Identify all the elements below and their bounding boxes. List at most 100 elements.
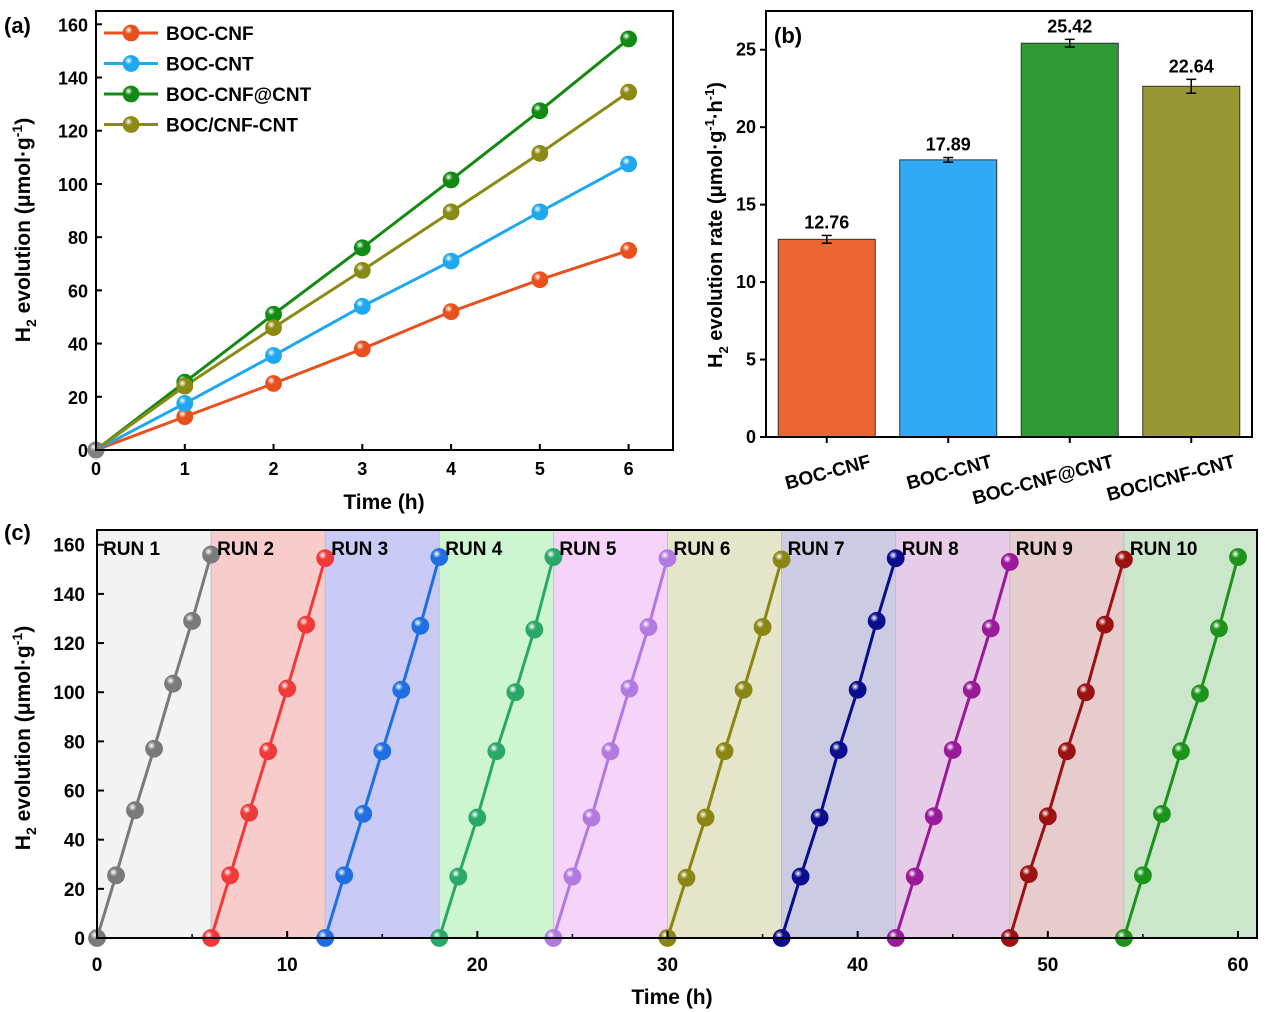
category-label: BOC-CNF@CNT [970, 451, 1116, 509]
data-point [848, 680, 867, 699]
data-point [265, 375, 282, 392]
data-point [829, 741, 848, 759]
data-point [259, 742, 278, 761]
panel-b-y-axis-label: H2 evolution rate (μmol·g-1·h-1) [702, 82, 731, 368]
data-point [183, 612, 201, 630]
data-point [221, 866, 240, 885]
data-point [1229, 548, 1247, 566]
bar [1020, 42, 1119, 438]
data-point [715, 742, 734, 761]
data-point [531, 144, 549, 162]
data-point [442, 203, 460, 221]
data-point [601, 742, 620, 761]
data-point [164, 674, 182, 693]
data-point [886, 549, 905, 568]
data-point [1038, 807, 1057, 826]
data-point [1153, 804, 1171, 823]
data-point [506, 683, 525, 702]
bar-value-label: 22.64 [1169, 56, 1214, 76]
data-point [107, 866, 125, 885]
data-point [145, 739, 163, 758]
data-point [582, 808, 601, 827]
data-point [563, 867, 582, 886]
data-point [772, 550, 791, 569]
legend-label: BOC-CNF@CNT [166, 85, 312, 106]
data-point [1095, 615, 1114, 634]
x-tick-label: 50 [1037, 955, 1058, 976]
legend-label: BOC/CNF-CNT [166, 116, 298, 137]
y-tick-label: 20 [68, 388, 88, 408]
x-tick-label: 1 [180, 459, 190, 479]
data-point [392, 680, 411, 699]
x-tick-label: 4 [446, 459, 456, 479]
x-tick-label: 10 [277, 955, 298, 976]
legend-label: BOC-CNT [166, 55, 254, 76]
y-tick-label: 10 [736, 272, 756, 292]
y-tick-label: 60 [68, 281, 88, 301]
data-point [791, 867, 810, 886]
panel-b-frame [765, 10, 1253, 438]
data-point [202, 545, 220, 564]
data-point [753, 618, 772, 636]
panel-c-x-axis-label: Time (h) [631, 986, 712, 1009]
data-point [353, 239, 371, 257]
data-point [531, 102, 549, 120]
data-point [620, 679, 639, 698]
panel-b-label: (b) [774, 23, 802, 48]
x-tick-label: 2 [269, 459, 279, 479]
data-point [176, 395, 194, 412]
data-point [677, 868, 696, 887]
y-tick-label: 0 [746, 427, 756, 447]
y-tick-label: 0 [74, 929, 85, 950]
run-label: RUN 4 [445, 539, 502, 560]
data-point [525, 620, 544, 639]
run-label: RUN 6 [673, 539, 730, 560]
y-tick-label: 40 [68, 335, 88, 355]
panel-a-y-axis-label: H2 evolution (μmol·g-1) [9, 118, 39, 342]
data-point [265, 347, 282, 364]
x-tick-label: 3 [357, 459, 367, 479]
x-tick-label: 5 [535, 459, 545, 479]
data-point [468, 808, 487, 827]
y-tick-label: 120 [53, 634, 85, 655]
y-tick-label: 80 [64, 732, 85, 753]
data-point [354, 804, 373, 823]
data-point [905, 867, 924, 886]
run-label: RUN 2 [217, 539, 274, 560]
y-tick-label: 160 [58, 15, 88, 35]
data-point [1019, 865, 1038, 883]
run-label: RUN 5 [559, 539, 616, 560]
bar [777, 238, 876, 438]
panel-a-x-axis-label: Time (h) [343, 491, 424, 514]
run-label: RUN 7 [788, 539, 845, 560]
data-point [442, 303, 460, 321]
x-tick-label: 30 [657, 955, 678, 976]
data-point [734, 680, 753, 699]
data-point [411, 616, 430, 635]
bar-value-label: 17.89 [926, 135, 971, 155]
data-point [373, 742, 392, 761]
data-point [449, 867, 468, 886]
data-point [1172, 742, 1190, 761]
legend-label: BOC-CNF [166, 24, 254, 45]
panel-c-y-axis-label: H2 evolution (μmol·g-1) [9, 626, 39, 850]
data-point [265, 319, 282, 337]
data-point [620, 30, 638, 48]
data-point [1191, 684, 1209, 703]
data-point [297, 615, 316, 634]
run-label: RUN 10 [1130, 539, 1198, 560]
run-label: RUN 8 [902, 539, 959, 560]
category-label: BOC-CNF [783, 452, 873, 495]
data-point [353, 262, 371, 279]
data-point [122, 55, 140, 72]
data-point [316, 549, 335, 568]
data-point [430, 548, 449, 566]
y-tick-label: 20 [64, 880, 85, 901]
data-point [1210, 619, 1228, 638]
y-tick-label: 25 [736, 40, 756, 60]
run-label: RUN 3 [331, 539, 388, 560]
bar-value-label: 12.76 [804, 212, 849, 232]
